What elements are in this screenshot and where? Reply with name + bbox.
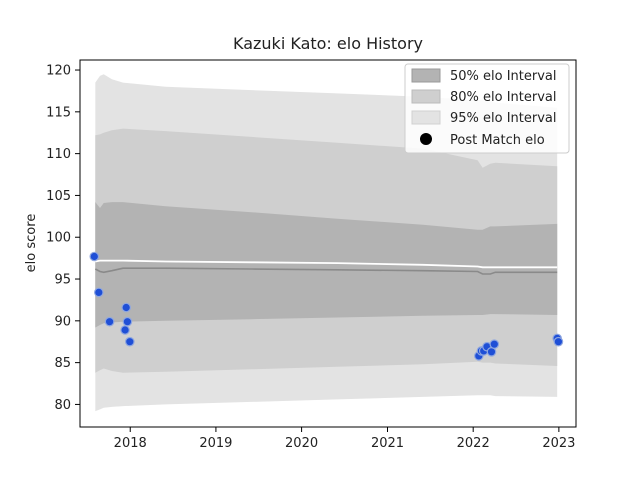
legend-marker-point: [420, 133, 432, 145]
y-tick-label: 120: [46, 64, 71, 79]
legend-label-95: 95% elo Interval: [450, 111, 557, 126]
legend-swatch-50: [411, 68, 441, 83]
legend: 50% elo Interval 80% elo Interval 95% el…: [404, 63, 570, 154]
interval-bands: [95, 74, 558, 412]
post-match-point: [125, 336, 135, 347]
y-tick-label: 90: [54, 314, 71, 329]
plot-frame: [79, 59, 577, 428]
plot-area: [79, 59, 577, 428]
band-50-interval: [95, 202, 558, 328]
legend-label-50: 50% elo Interval: [450, 69, 557, 84]
chart-title: Kazuki Kato: elo History: [233, 34, 423, 53]
y-tick-label: 80: [54, 398, 71, 413]
post-match-point: [121, 302, 131, 313]
y-axis-title: elo score: [24, 214, 39, 273]
y-tick-label: 110: [46, 147, 71, 162]
post-match-points: [89, 251, 564, 361]
x-axis: 2018 2019 2020 2021 2022 2023: [114, 427, 575, 451]
x-tick-label: 2021: [371, 436, 404, 451]
y-tick-label: 95: [54, 273, 71, 288]
legend-frame: [404, 63, 570, 154]
legend-swatch-80: [411, 89, 441, 104]
trend-lines: [94, 259, 558, 275]
legend-label-80: 80% elo Interval: [450, 90, 557, 105]
post-match-point: [489, 339, 500, 349]
x-tick-label: 2023: [542, 436, 575, 451]
post-match-point: [122, 316, 133, 327]
x-tick-label: 2019: [199, 436, 232, 451]
post-match-point: [104, 316, 115, 327]
y-tick-label: 115: [46, 105, 71, 120]
y-tick-label: 100: [46, 231, 71, 246]
x-tick-label: 2018: [114, 436, 147, 451]
post-match-point: [120, 325, 130, 335]
y-tick-label: 105: [46, 189, 71, 204]
post-match-point: [94, 287, 104, 298]
legend-swatch-95: [411, 110, 441, 125]
y-axis: 80 85 90 95 100 105 110 115 120: [46, 64, 80, 413]
post-match-point: [89, 251, 100, 262]
mean-line: [95, 259, 558, 269]
x-tick-label: 2022: [457, 436, 490, 451]
post-match-point: [553, 336, 564, 347]
median-line: [94, 267, 558, 275]
y-tick-label: 85: [54, 356, 71, 371]
x-tick-label: 2020: [285, 436, 318, 451]
legend-label-points: Post Match elo: [450, 133, 545, 148]
